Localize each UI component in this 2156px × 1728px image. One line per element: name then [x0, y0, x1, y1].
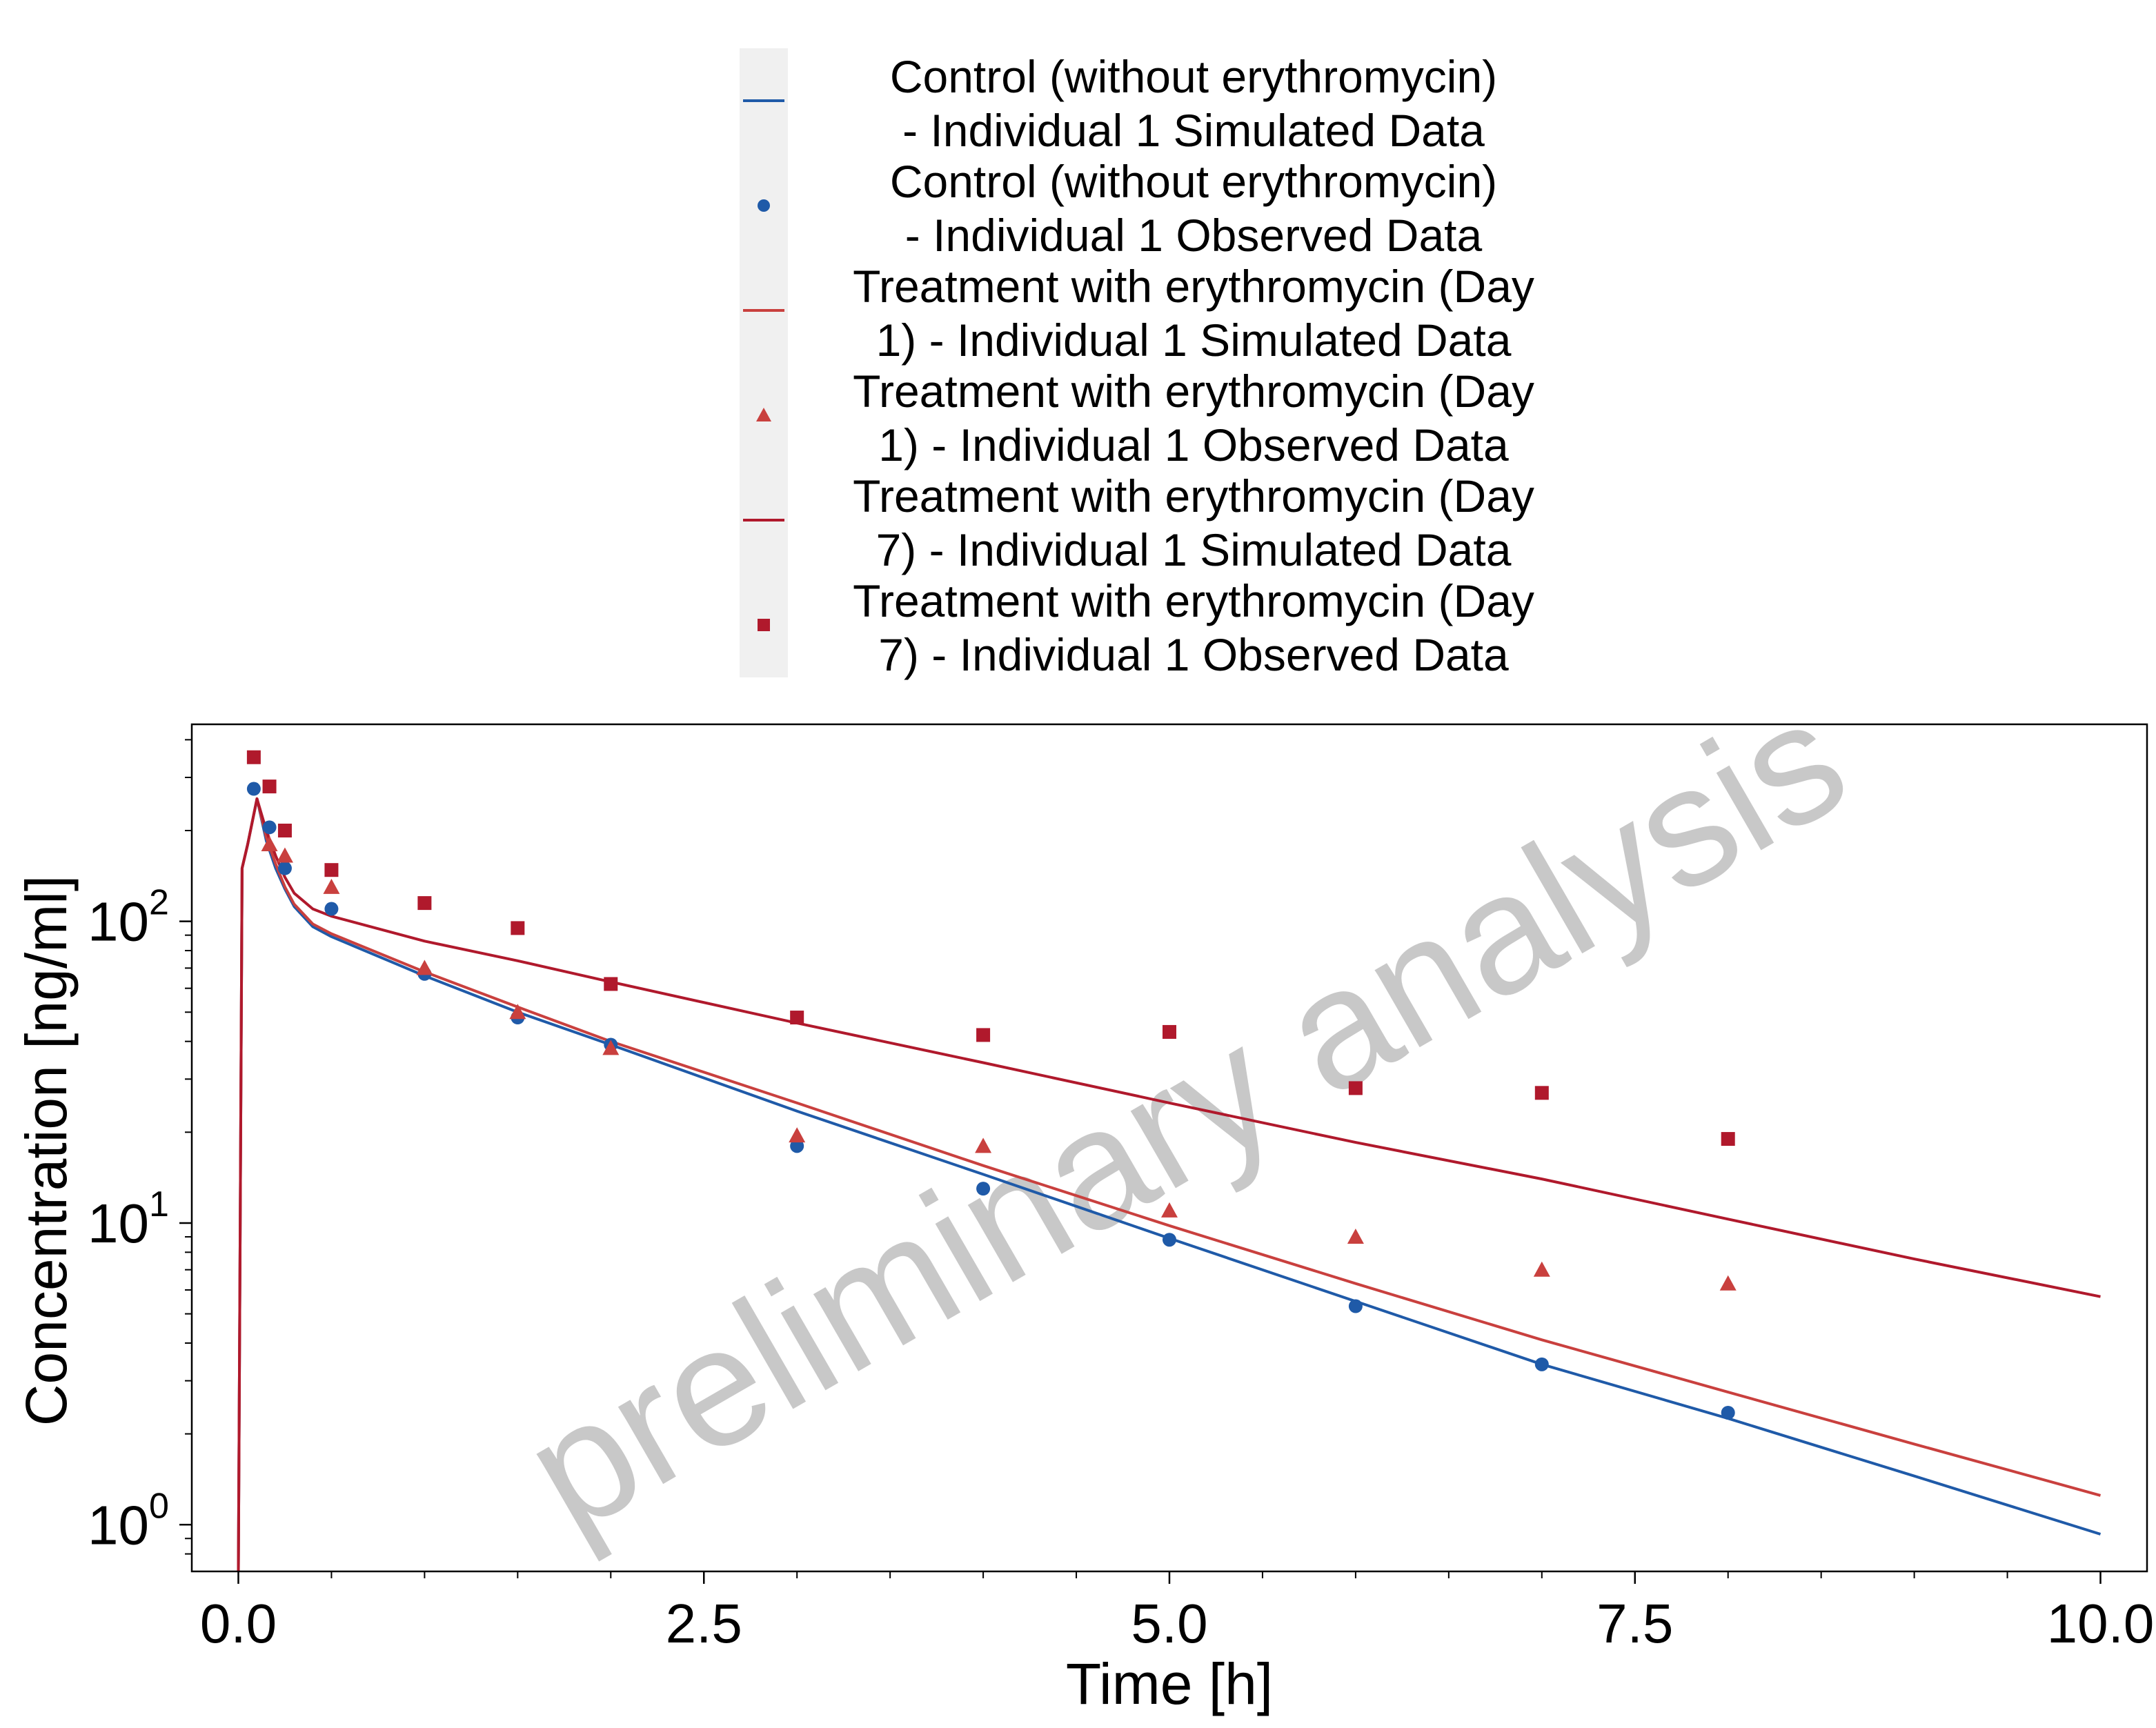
y-tick-base: 10 [88, 891, 149, 953]
data-point [324, 863, 339, 877]
legend-label: Treatment with erythromycin (Day [853, 470, 1534, 522]
data-point [975, 1138, 992, 1153]
data-point [1721, 1405, 1735, 1420]
data-point [602, 1040, 620, 1055]
legend-symbol-column [740, 48, 788, 677]
data-point [261, 836, 278, 852]
x-tick-label: 2.5 [666, 1593, 742, 1654]
data-point [1163, 1233, 1176, 1247]
data-point [1347, 1228, 1364, 1244]
x-tick-label: 10.0 [2047, 1593, 2155, 1654]
legend-label: - Individual 1 Simulated Data [902, 105, 1485, 156]
data-point [1163, 1024, 1176, 1039]
watermark-text: preliminary analysis [495, 662, 1875, 1568]
y-tick-exponent: 2 [149, 883, 169, 923]
data-point [1348, 1299, 1363, 1313]
y-tick-exponent: 1 [149, 1184, 169, 1224]
legend-square-marker [758, 619, 770, 631]
series-line [237, 797, 2101, 1571]
legend-label: Treatment with erythromycin (Day [853, 261, 1534, 312]
legend-label: - Individual 1 Observed Data [905, 210, 1483, 261]
data-point [323, 878, 340, 894]
y-tick-label: 102 [88, 883, 169, 953]
data-point [604, 977, 618, 991]
legend-entry: Control (without erythromycin)- Individu… [743, 51, 1497, 156]
legend-label: 7) - Individual 1 Observed Data [878, 629, 1509, 680]
data-point [1348, 1081, 1363, 1095]
data-point [277, 861, 292, 875]
data-point [246, 750, 261, 764]
y-tick-label: 100 [88, 1486, 169, 1556]
y-tick-label: 101 [88, 1184, 169, 1254]
data-point [417, 896, 432, 911]
data-point [324, 902, 339, 916]
data-point [790, 1139, 804, 1153]
data-point [1533, 1261, 1550, 1277]
data-point [416, 960, 433, 975]
y-tick-base: 10 [88, 1193, 149, 1254]
watermark-layer: preliminary analysis [495, 662, 1875, 1568]
data-point [789, 1127, 806, 1143]
legend-entry: Control (without erythromycin)- Individu… [758, 156, 1497, 261]
legend-label: Control (without erythromycin) [890, 51, 1497, 102]
x-tick-label: 0.0 [200, 1593, 277, 1654]
y-tick-exponent: 0 [149, 1486, 169, 1526]
data-point [262, 820, 277, 835]
x-tick-label: 7.5 [1596, 1593, 1673, 1654]
data-point [511, 921, 525, 935]
data-point [976, 1182, 991, 1196]
data-point [1719, 1275, 1737, 1291]
data-point [1534, 1086, 1549, 1100]
legend-label: 1) - Individual 1 Simulated Data [876, 315, 1512, 366]
plot-area [237, 750, 2101, 1571]
legend-label: Control (without erythromycin) [890, 156, 1497, 207]
data-point [976, 1028, 991, 1042]
legend-label: 1) - Individual 1 Observed Data [878, 419, 1509, 470]
data-point [1721, 1132, 1735, 1146]
data-point [277, 824, 292, 838]
legend-triangle-marker [756, 408, 771, 421]
y-tick-base: 10 [88, 1494, 149, 1556]
data-point [790, 1011, 804, 1025]
legend-label: 7) - Individual 1 Simulated Data [876, 524, 1512, 575]
data-point [262, 779, 277, 794]
data-point [276, 847, 293, 863]
y-axis-label: Concentration [ng/ml] [14, 875, 79, 1426]
data-point [509, 1004, 526, 1020]
x-axis-label: Time [h] [1066, 1651, 1273, 1716]
data-point [246, 782, 261, 796]
legend: Control (without erythromycin)- Individu… [740, 48, 1534, 680]
legend-label: Treatment with erythromycin (Day [853, 366, 1534, 417]
data-point [1534, 1357, 1549, 1371]
legend-circle-marker [758, 199, 770, 212]
legend-label: Treatment with erythromycin (Day [853, 575, 1534, 626]
series-marks [237, 750, 2101, 1571]
x-tick-label: 5.0 [1131, 1593, 1207, 1654]
data-point [1161, 1202, 1178, 1218]
